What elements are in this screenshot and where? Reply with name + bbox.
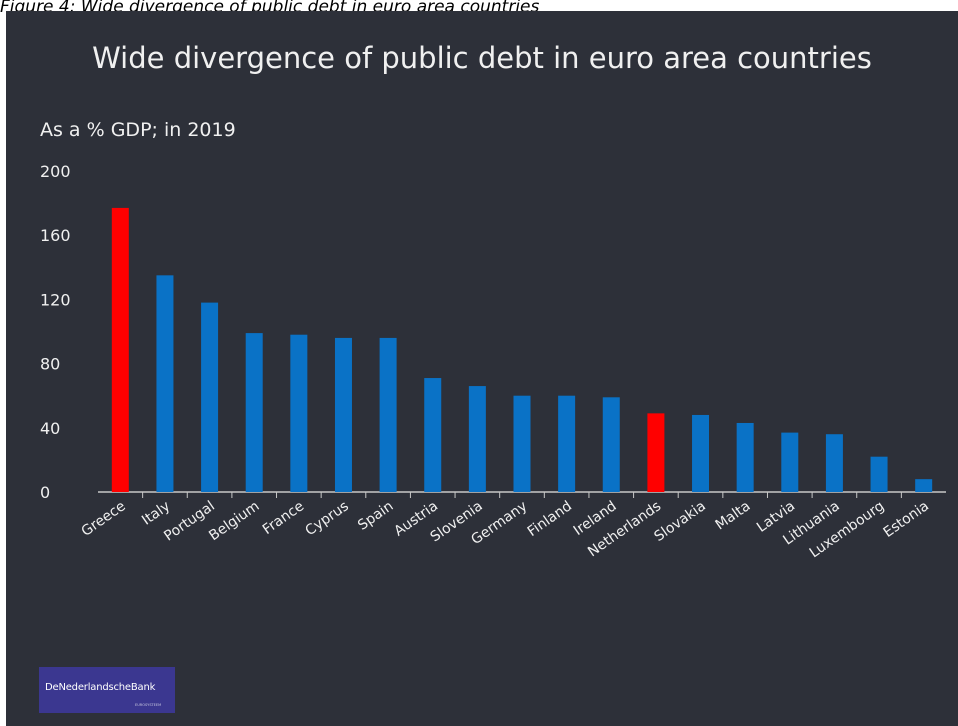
bar-belgium (245, 333, 263, 492)
y-tick-label: 80 (40, 355, 60, 374)
y-tick-label: 200 (40, 162, 71, 181)
bar-greece (111, 207, 129, 493)
bar-finland (558, 395, 576, 492)
chart-slide: Wide divergence of public debt in euro a… (6, 11, 958, 726)
y-tick-label: 120 (40, 290, 71, 309)
x-tick-label: Slovakia (651, 498, 708, 545)
x-tick-label: Estonia (881, 498, 932, 541)
chart-title: Wide divergence of public debt in euro a… (92, 41, 872, 75)
bar-italy (156, 275, 174, 492)
logo-name: DeNederlandscheBank (45, 682, 156, 693)
y-tick-label: 0 (40, 483, 50, 502)
dnb-logo: DeNederlandscheBank EUROSYSTEEM (39, 667, 175, 713)
chart-subtitle: As a % GDP; in 2019 (40, 119, 236, 141)
bar-estonia (915, 479, 933, 492)
bar-ireland (602, 397, 620, 492)
bar-austria (424, 378, 442, 492)
x-tick-label: Belgium (206, 498, 262, 544)
bar-netherlands (647, 413, 665, 492)
x-tick-label: Portugal (161, 498, 218, 544)
x-tick-label: Finland (525, 498, 575, 540)
bar-slovakia (692, 414, 710, 492)
x-tick-label: France (260, 498, 307, 538)
bar-chart: 0 40 80 120 160 200 Greece ItalyPortugalBelgium… (40, 162, 946, 561)
bar-slovenia (468, 386, 486, 492)
y-tick-label: 160 (40, 226, 71, 245)
x-tick-label: Malta (713, 498, 754, 533)
bar-germany (513, 395, 531, 492)
bar-luxembourg (870, 456, 888, 492)
logo-subtext: EUROSYSTEEM (135, 703, 162, 707)
bar-france (290, 334, 308, 492)
x-tick-label: Spain (355, 498, 396, 534)
bar-malta (736, 422, 754, 492)
bar-latvia (781, 432, 799, 492)
x-tick-label: Greece (79, 498, 129, 540)
y-tick-label: 40 (40, 419, 60, 438)
bar-cyprus (334, 337, 352, 492)
bar-spain (379, 337, 397, 492)
x-tick-label: Italy (139, 498, 173, 529)
x-tick-label: Cyprus (303, 498, 352, 539)
bar-portugal (201, 302, 219, 492)
bar-lithuania (825, 434, 843, 492)
